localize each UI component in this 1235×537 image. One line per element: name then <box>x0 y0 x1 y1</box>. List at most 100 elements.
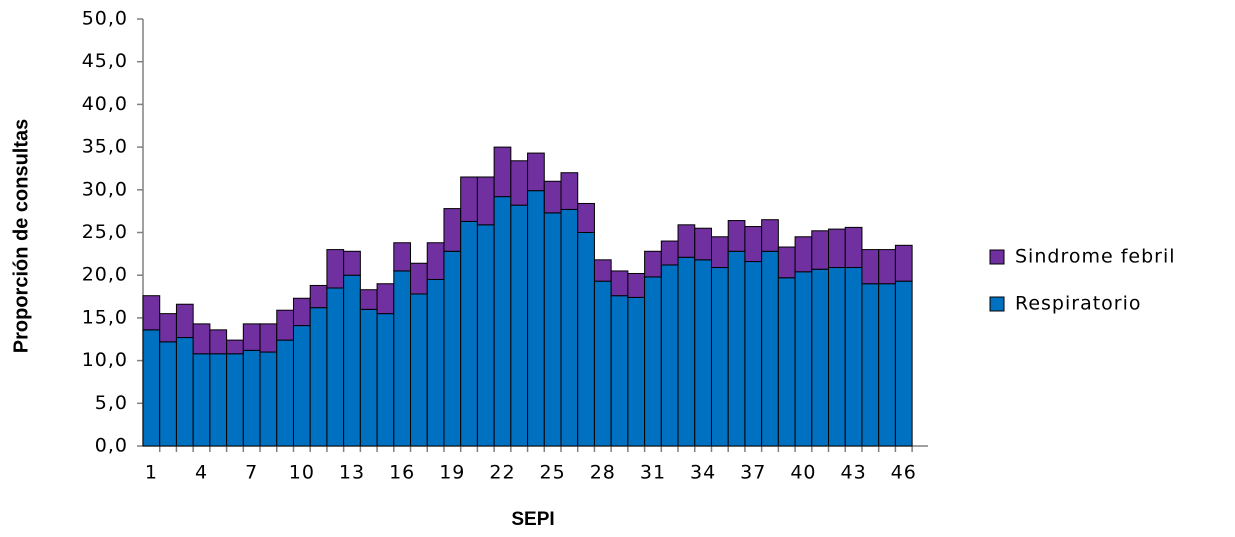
y-axis-label: Proporción de consultas <box>10 119 32 353</box>
bar <box>242 323 261 351</box>
bar <box>727 250 746 447</box>
bar <box>159 313 177 343</box>
bar <box>159 341 177 447</box>
bar <box>376 313 395 447</box>
bar <box>209 353 228 447</box>
x-tick-label: 19 <box>439 462 465 484</box>
bar <box>610 270 629 297</box>
bar <box>527 152 545 192</box>
bar <box>359 308 378 447</box>
bar <box>744 226 763 263</box>
bar <box>209 329 228 355</box>
bar <box>192 323 211 355</box>
bar <box>543 180 562 214</box>
bar <box>376 283 395 315</box>
legend-label: Respiratorio <box>1015 293 1142 315</box>
bar <box>493 146 512 198</box>
bar <box>259 351 278 447</box>
x-tick-label: 28 <box>590 462 616 484</box>
bar <box>577 202 595 234</box>
x-tick-label: 46 <box>891 462 917 484</box>
bar <box>878 283 896 447</box>
bar <box>593 259 612 282</box>
x-tick-label: 10 <box>289 462 315 484</box>
y-tick-label: 50,0 <box>82 8 128 30</box>
bar <box>292 325 311 447</box>
bar <box>677 224 696 258</box>
bar <box>794 236 813 273</box>
y-tick-label: 45,0 <box>82 50 128 72</box>
bar <box>861 283 880 447</box>
y-tick-label: 30,0 <box>82 178 128 200</box>
bar <box>844 267 863 447</box>
x-tick-label: 37 <box>740 462 766 484</box>
bar <box>577 232 595 447</box>
bar <box>710 267 729 447</box>
bar <box>426 242 445 280</box>
bar <box>326 287 345 447</box>
bar <box>744 261 763 447</box>
x-tick-label: 34 <box>690 462 716 484</box>
bar <box>510 160 529 206</box>
bar <box>276 339 294 447</box>
bar <box>560 208 579 447</box>
y-tick-label: 0,0 <box>95 435 128 457</box>
bar <box>878 249 896 285</box>
bar <box>543 212 562 447</box>
legend-swatch <box>989 296 1005 312</box>
bar <box>710 236 729 269</box>
bar <box>761 250 779 447</box>
bar <box>359 289 378 310</box>
bar <box>794 271 813 447</box>
x-tick-label: 7 <box>245 462 258 484</box>
bar <box>593 280 612 447</box>
bar <box>694 227 712 261</box>
bar <box>761 219 779 252</box>
x-tick-label: 40 <box>790 462 816 484</box>
bar <box>476 176 495 226</box>
y-tick-label: 5,0 <box>95 392 128 414</box>
bar <box>226 339 244 355</box>
bar <box>677 256 696 447</box>
bar <box>309 284 328 309</box>
bar <box>660 240 679 266</box>
bar <box>175 303 194 339</box>
bar <box>828 228 846 269</box>
x-tick-label: 22 <box>489 462 515 484</box>
y-tick-label: 20,0 <box>82 264 128 286</box>
legend-label: Sindrome febril <box>1015 246 1176 268</box>
legend-swatch <box>989 249 1005 265</box>
bar <box>476 224 495 447</box>
bar <box>242 349 261 447</box>
bar <box>493 196 512 447</box>
bar <box>644 276 662 447</box>
bar <box>226 353 244 447</box>
bar <box>777 246 796 279</box>
bar <box>460 176 478 222</box>
bar <box>443 208 462 252</box>
x-tick-label: 43 <box>841 462 867 484</box>
x-tick-label: 25 <box>540 462 566 484</box>
y-tick-label: 35,0 <box>82 136 128 158</box>
x-tick-label: 1 <box>145 462 158 484</box>
bar <box>610 295 629 447</box>
bar <box>694 259 712 447</box>
bar <box>393 270 412 447</box>
bar <box>777 277 796 447</box>
y-tick-label: 40,0 <box>82 93 128 115</box>
bar <box>510 204 529 447</box>
bar <box>259 323 278 353</box>
x-tick-label: 4 <box>195 462 208 484</box>
bar <box>527 190 545 447</box>
bar <box>828 267 846 447</box>
bar <box>343 274 361 447</box>
y-tick-label: 25,0 <box>82 221 128 243</box>
bar <box>393 242 412 272</box>
bar <box>560 172 579 210</box>
y-tick-label: 10,0 <box>82 349 128 371</box>
bar <box>627 296 646 447</box>
bar <box>861 249 880 285</box>
bar <box>426 278 445 447</box>
bar <box>660 264 679 447</box>
